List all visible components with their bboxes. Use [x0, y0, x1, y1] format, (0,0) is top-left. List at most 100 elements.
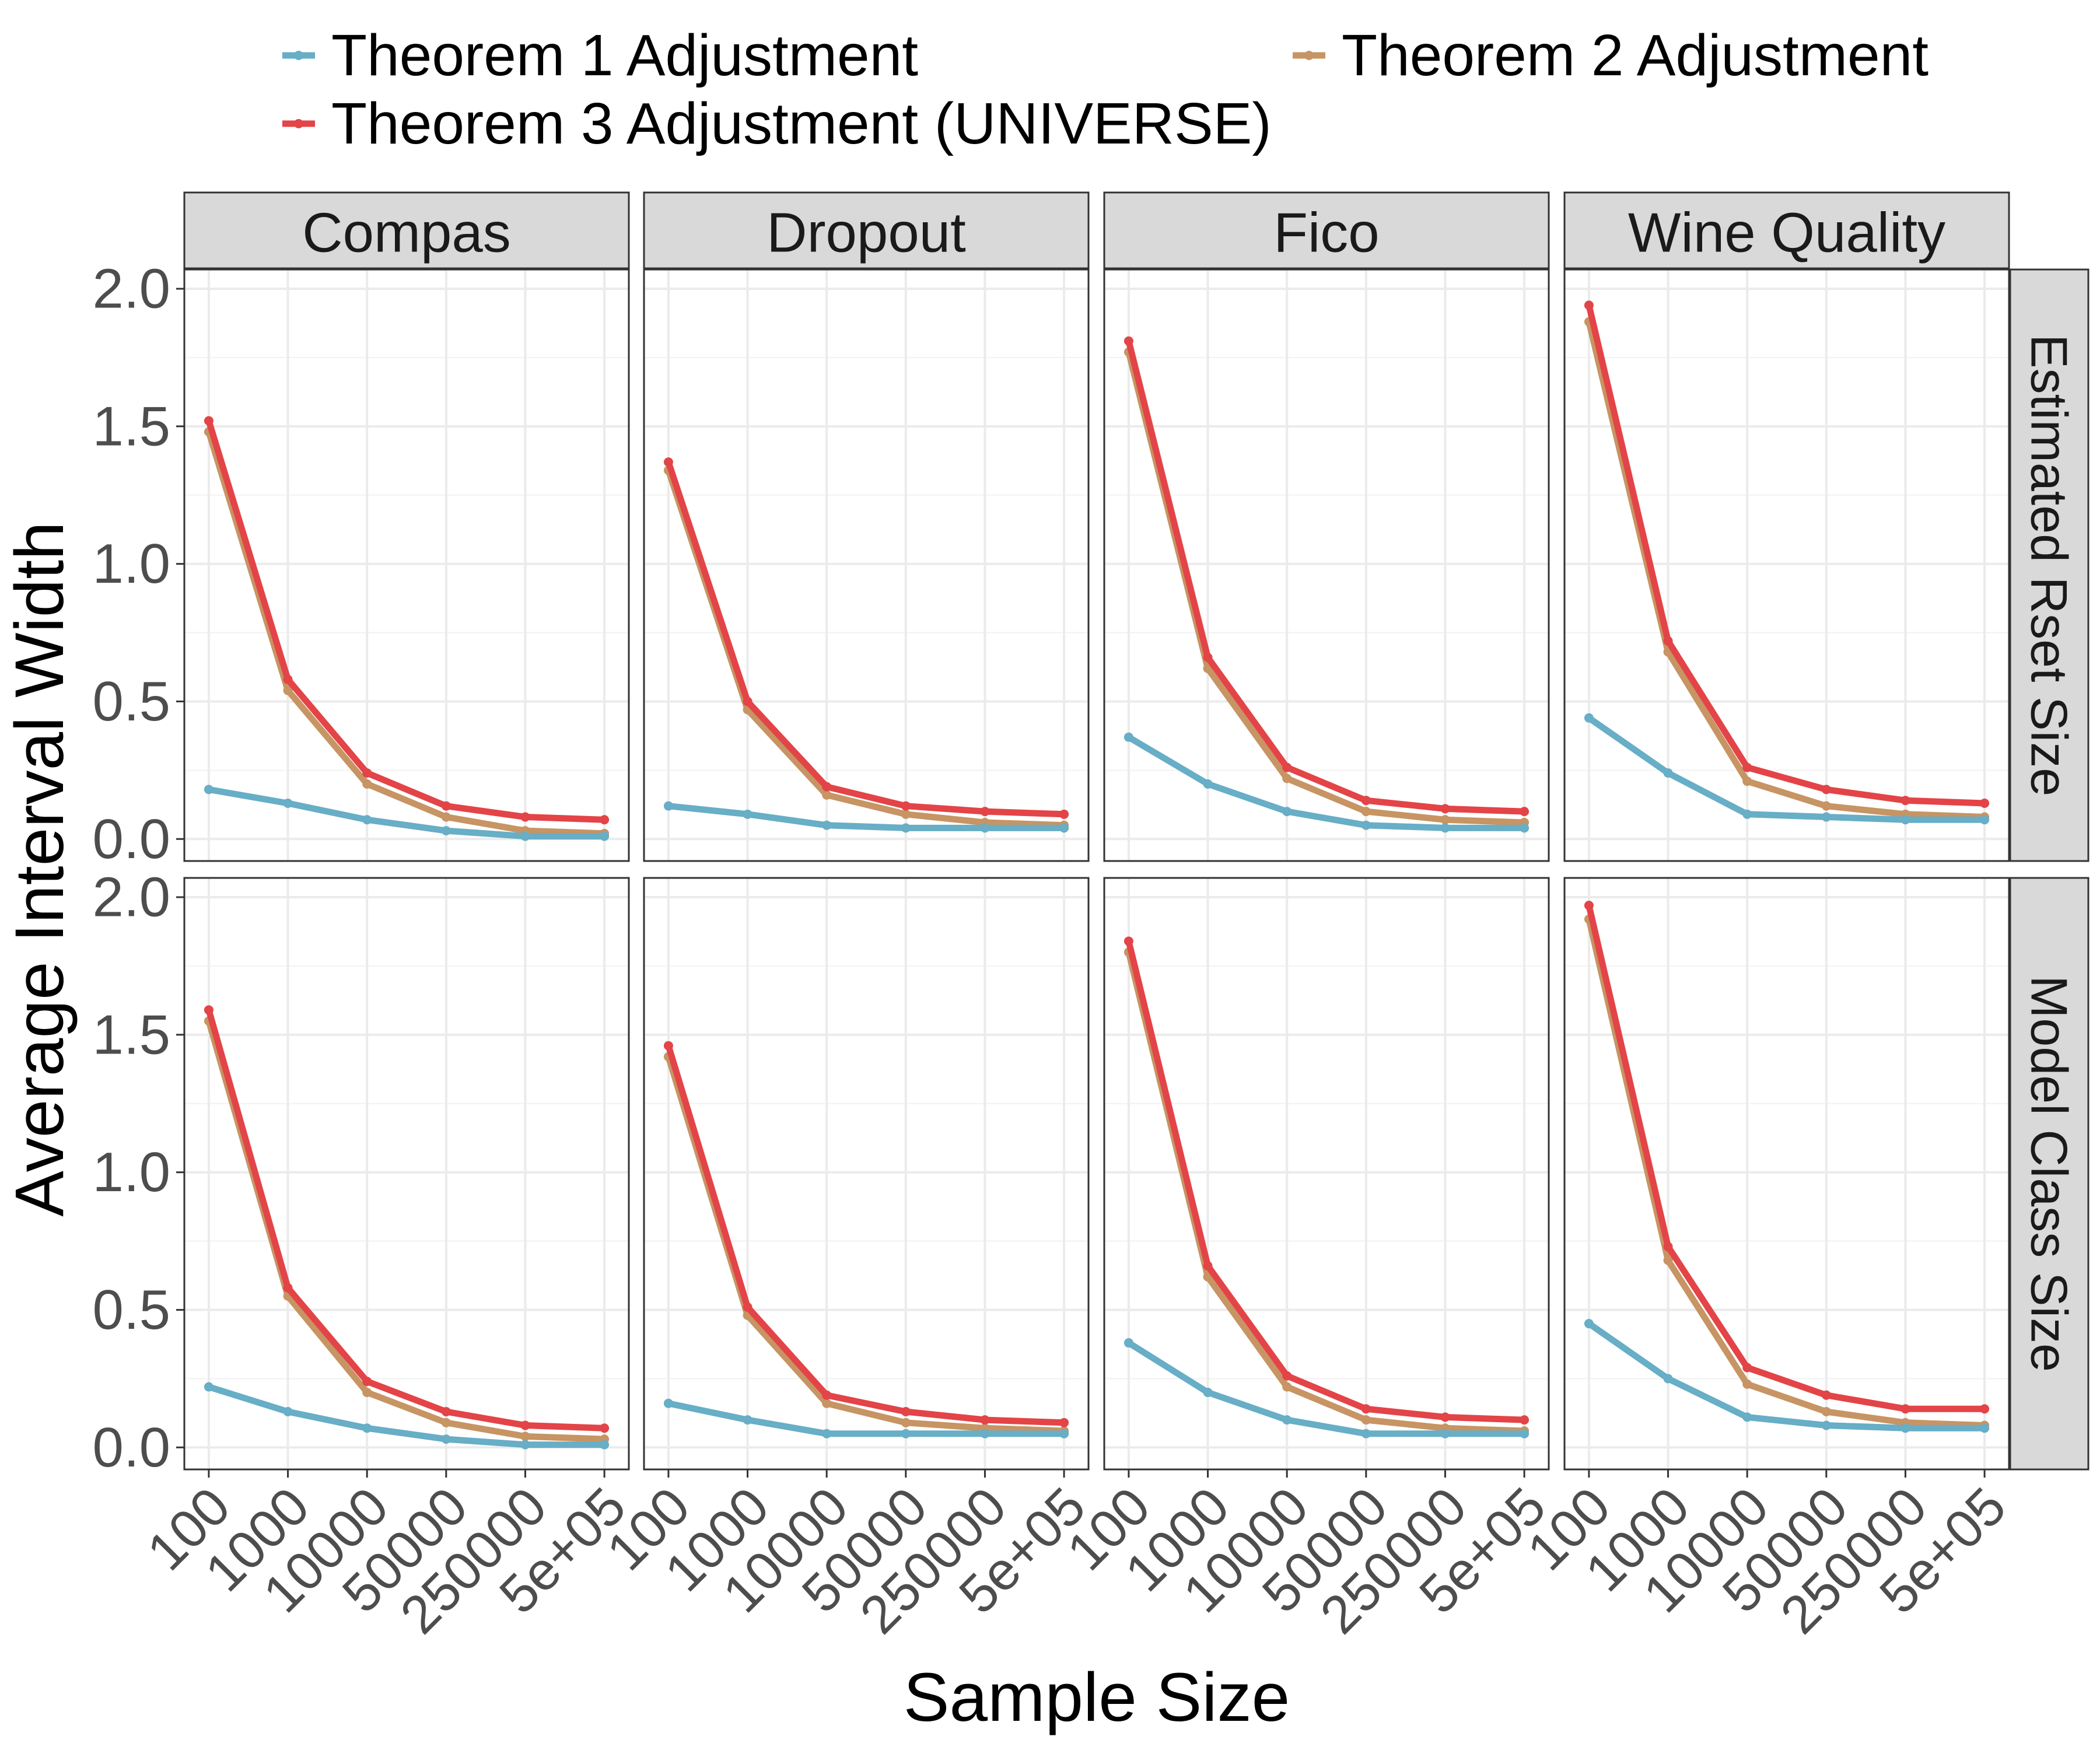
data-point-t3	[1821, 785, 1831, 794]
data-point-t3	[1282, 1371, 1292, 1381]
y-tick-label: 1.0	[93, 1141, 170, 1203]
panel-border	[1563, 877, 2010, 1471]
data-point-t1	[743, 1415, 752, 1425]
data-point-t2	[1663, 1255, 1673, 1265]
data-point-t3	[980, 1415, 990, 1425]
panel-background	[1104, 270, 1549, 861]
data-point-t3	[362, 1377, 372, 1387]
panel-border	[643, 268, 1090, 862]
panel-background	[1564, 878, 2009, 1469]
data-point-t3	[663, 457, 673, 467]
legend-item-theorem-2: Theorem 2 Adjustment	[1293, 23, 1929, 88]
data-point-t3	[1663, 636, 1673, 646]
data-point-t1	[204, 1382, 214, 1392]
data-point-t2	[1742, 1379, 1752, 1389]
data-point-t2	[822, 790, 832, 800]
series-line-t1	[205, 1384, 608, 1448]
data-point-t3	[1440, 1412, 1450, 1422]
data-point-t1	[901, 823, 911, 833]
data-point-t2	[362, 1387, 372, 1397]
panel-1-0: 0.00.51.01.52.0100100010000500002500005e…	[93, 866, 638, 1646]
data-point-t1	[600, 1440, 610, 1450]
panel-0-2	[1103, 268, 1550, 862]
data-point-t2	[441, 812, 451, 822]
y-tick-label: 0.5	[93, 1279, 170, 1341]
data-point-t3	[283, 674, 293, 684]
data-point-t1	[980, 823, 990, 833]
data-point-t3	[1361, 796, 1371, 806]
panel-border	[1103, 877, 1550, 1471]
data-point-t1	[204, 785, 214, 794]
facet-strip-2	[1103, 191, 1550, 270]
legend-key-dot-theorem-2	[1304, 51, 1314, 60]
data-point-t3	[204, 1005, 214, 1015]
series-line-t1	[205, 786, 608, 840]
data-point-t1	[1584, 1319, 1594, 1329]
data-point-t3	[1584, 901, 1594, 911]
data-point-t1	[362, 1423, 372, 1433]
data-point-t1	[362, 815, 372, 825]
series-line-t3	[1586, 902, 1988, 1412]
data-point-t2	[283, 685, 293, 695]
data-point-t1	[901, 1429, 911, 1438]
data-point-t3	[1742, 762, 1752, 772]
panel-background	[184, 270, 629, 861]
y-tick-label: 0.0	[93, 1416, 170, 1479]
legend-label-theorem-3: Theorem 3 Adjustment (UNIVERSE)	[331, 91, 1272, 156]
row-strip-label: Estimated Rset Size	[2021, 334, 2078, 796]
data-point-t2	[441, 1418, 451, 1427]
data-point-t2	[1821, 1406, 1831, 1416]
data-point-t1	[1584, 713, 1594, 723]
data-point-t1	[1821, 812, 1831, 822]
panel-background	[644, 878, 1088, 1469]
data-point-t3	[1520, 1415, 1530, 1425]
series-line-t1	[1125, 1339, 1528, 1437]
data-point-t1	[441, 1434, 451, 1444]
data-point-t3	[1361, 1404, 1371, 1414]
data-point-t3	[1980, 798, 1990, 808]
y-tick-label: 1.5	[93, 1003, 170, 1066]
data-point-t1	[1124, 1338, 1133, 1348]
data-point-t2	[520, 1432, 530, 1441]
data-point-t1	[1203, 779, 1213, 789]
data-point-t2	[901, 1418, 911, 1427]
facet-strip-label: Wine Quality	[1628, 202, 1945, 264]
data-point-t1	[1821, 1420, 1831, 1430]
data-point-t1	[663, 801, 673, 811]
legend-key-dot-theorem-3	[294, 119, 303, 128]
data-point-t1	[520, 1440, 530, 1450]
y-axis-title: Average Interval Width	[1, 522, 78, 1217]
data-point-t1	[441, 826, 451, 836]
series-line-t3	[665, 1042, 1068, 1426]
data-point-t3	[520, 1420, 530, 1430]
data-point-t3	[204, 416, 214, 426]
facet-strip-label: Dropout	[766, 202, 966, 264]
y-tick-label: 2.0	[93, 258, 170, 320]
data-point-t1	[1203, 1387, 1213, 1397]
data-point-t2	[362, 779, 372, 789]
panel-border	[183, 877, 630, 1471]
series-line-t1	[665, 803, 1068, 831]
data-point-t1	[600, 831, 610, 841]
panel-0-3	[1563, 268, 2010, 862]
data-point-t3	[1980, 1404, 1990, 1414]
data-point-t3	[1821, 1390, 1831, 1400]
data-point-t3	[743, 1302, 752, 1312]
data-point-t2	[1282, 774, 1292, 783]
legend: Theorem 1 Adjustment Theorem 2 Adjustmen…	[282, 23, 1929, 156]
data-point-t1	[1059, 1429, 1069, 1438]
data-point-t3	[901, 801, 911, 811]
data-point-t2	[1742, 776, 1752, 786]
data-point-t2	[1821, 801, 1831, 811]
data-point-t3	[1124, 336, 1133, 346]
data-point-t3	[1663, 1241, 1673, 1251]
data-point-t3	[362, 768, 372, 778]
y-tick-label: 1.5	[93, 395, 170, 457]
data-point-t1	[283, 798, 293, 808]
data-point-t1	[980, 1429, 990, 1438]
panel-border	[183, 268, 630, 862]
data-point-t1	[1282, 1415, 1292, 1425]
row-strip-0	[2009, 268, 2090, 862]
data-point-t3	[822, 782, 832, 792]
